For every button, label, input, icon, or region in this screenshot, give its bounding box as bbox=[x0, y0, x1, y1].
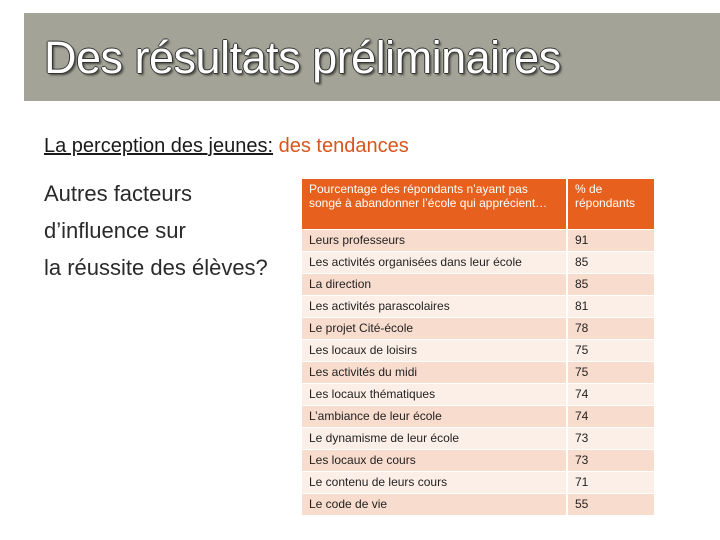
row-value: 71 bbox=[567, 471, 654, 494]
table-row: Le contenu de leurs cours 71 bbox=[302, 471, 654, 494]
row-value: 75 bbox=[567, 339, 654, 362]
row-label: Leurs professeurs bbox=[302, 229, 568, 252]
row-value: 74 bbox=[567, 405, 654, 428]
subtitle-emphasis: des tendances bbox=[278, 135, 409, 157]
row-label: Le dynamisme de leur école bbox=[302, 427, 568, 450]
table-body: Leurs professeurs 91 Les activités organi… bbox=[302, 229, 654, 515]
row-value: 85 bbox=[567, 273, 654, 296]
row-value: 73 bbox=[567, 427, 654, 450]
table-row: Les activités organisées dans leur école… bbox=[302, 251, 654, 274]
row-label: Les activités parascolaires bbox=[302, 295, 568, 318]
row-value: 81 bbox=[567, 295, 654, 318]
row-label: Le projet Cité-école bbox=[302, 317, 568, 340]
row-label: Les locaux de loisirs bbox=[302, 339, 568, 362]
table-row: Les activités du midi 75 bbox=[302, 361, 654, 384]
row-value: 74 bbox=[567, 383, 654, 406]
table-row: Les locaux thématiques 74 bbox=[302, 383, 654, 406]
table-row: La direction 85 bbox=[302, 273, 654, 296]
subtitle-topic: La perception des jeunes bbox=[44, 135, 268, 157]
table-row: Le code de vie 55 bbox=[302, 493, 654, 515]
table-row: Le projet Cité-école 78 bbox=[302, 317, 654, 340]
header-description: Pourcentage des répondants n’ayant pas s… bbox=[302, 179, 568, 230]
row-label: Le contenu de leurs cours bbox=[302, 471, 568, 494]
table-row: Les locaux de loisirs 75 bbox=[302, 339, 654, 362]
row-value: 55 bbox=[567, 493, 654, 515]
slide-subtitle: La perception des jeunes: des tendances bbox=[44, 135, 409, 158]
row-label: Les activités organisées dans leur école bbox=[302, 251, 568, 274]
header-percentage: % de répondants bbox=[567, 179, 654, 230]
side-line: la réussite des élèves? bbox=[44, 255, 268, 280]
row-value: 75 bbox=[567, 361, 654, 384]
row-label: La direction bbox=[302, 273, 568, 296]
row-value: 85 bbox=[567, 251, 654, 274]
side-line: d’influence sur bbox=[44, 218, 186, 243]
side-line: Autres facteurs bbox=[44, 181, 192, 206]
row-label: Les locaux de cours bbox=[302, 449, 568, 472]
table-row: Le dynamisme de leur école 73 bbox=[302, 427, 654, 450]
table-row: L’ambiance de leur école 74 bbox=[302, 405, 654, 428]
row-value: 78 bbox=[567, 317, 654, 340]
subtitle-separator: : bbox=[267, 135, 274, 157]
row-label: Les activités du midi bbox=[302, 361, 568, 384]
row-value: 73 bbox=[567, 449, 654, 472]
title-bar bbox=[24, 13, 720, 101]
table-row: Les activités parascolaires 81 bbox=[302, 295, 654, 318]
table-row: Les locaux de cours 73 bbox=[302, 449, 654, 472]
slide-title: Des résultats préliminaires bbox=[44, 32, 561, 83]
side-question: Autres facteurs d’influence sur la réuss… bbox=[44, 175, 294, 286]
table-header-row: Pourcentage des répondants n’ayant pas s… bbox=[302, 179, 654, 230]
table-row: Leurs professeurs 91 bbox=[302, 229, 654, 252]
row-label: L’ambiance de leur école bbox=[302, 405, 568, 428]
row-value: 91 bbox=[567, 229, 654, 252]
row-label: Le code de vie bbox=[302, 493, 568, 515]
results-table: Pourcentage des répondants n’ayant pas s… bbox=[302, 179, 654, 515]
row-label: Les locaux thématiques bbox=[302, 383, 568, 406]
